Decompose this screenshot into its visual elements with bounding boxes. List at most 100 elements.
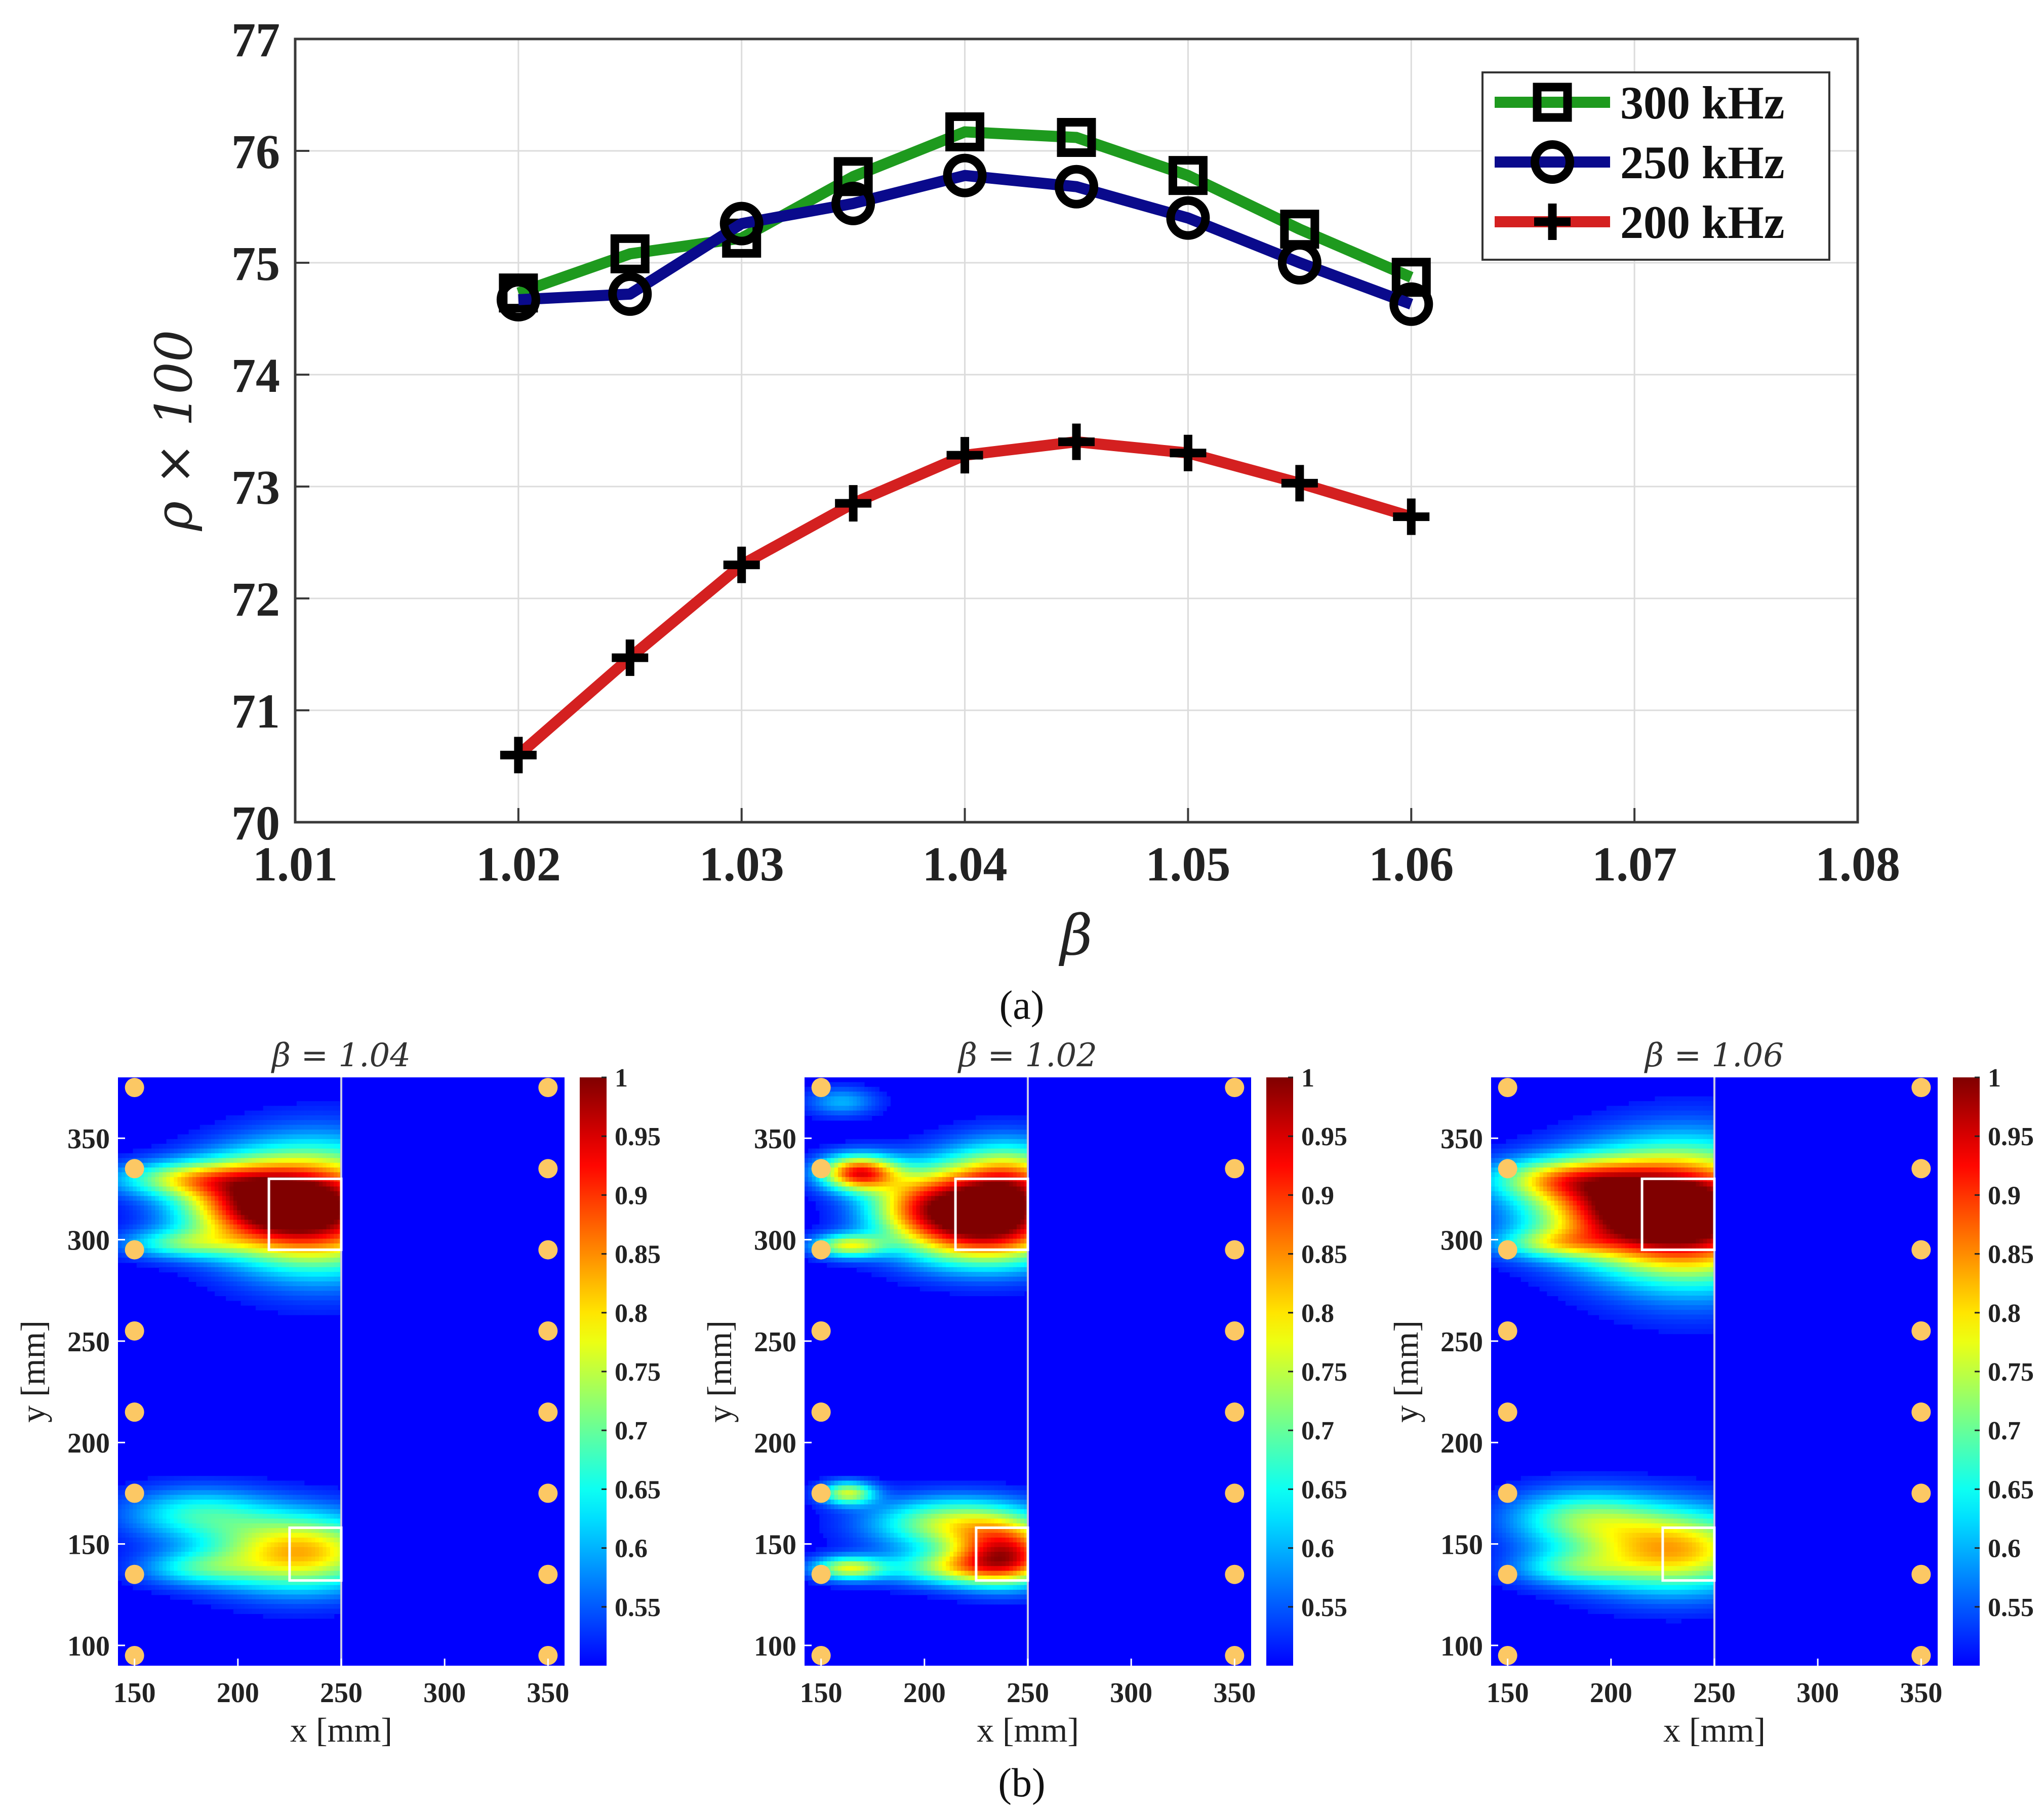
heatmap-cell — [226, 1248, 230, 1254]
heatmap-cell — [304, 1130, 308, 1135]
heatmap-cell — [177, 1566, 182, 1572]
heatmap-cell — [293, 1305, 297, 1311]
heatmap-cell — [241, 1538, 245, 1543]
heatmap-cell — [181, 1571, 186, 1576]
heatmap-cell — [871, 1547, 876, 1553]
heatmap-cell — [856, 1200, 861, 1206]
heatmap-cell — [856, 1234, 861, 1239]
heatmap-cell — [229, 1566, 234, 1572]
heatmap-cell — [827, 1542, 831, 1548]
heatmap-cell — [211, 1248, 216, 1254]
heatmap-cell — [812, 1504, 816, 1510]
heatmap-cell — [300, 1576, 305, 1581]
heatmap-cell — [282, 1310, 286, 1315]
heatmap-cell — [274, 1205, 278, 1211]
heatmap-cell — [174, 1139, 178, 1145]
heatmap-cell — [841, 1167, 846, 1173]
heatmap-cell — [192, 1134, 197, 1140]
heatmap-cell — [192, 1267, 197, 1273]
heatmap-cell — [307, 1528, 312, 1534]
heatmap-cell — [177, 1561, 182, 1567]
heatmap-cell — [819, 1476, 824, 1481]
heatmap-cell — [289, 1542, 294, 1548]
heatmap-cell — [155, 1523, 159, 1529]
heatmap-cell — [330, 1281, 335, 1287]
heatmap-cell — [860, 1167, 865, 1173]
heatmap-cell — [211, 1533, 216, 1538]
heatmap-cell — [192, 1153, 197, 1159]
heatmap-cell — [196, 1599, 201, 1605]
heatmap-cell — [267, 1509, 271, 1515]
heatmap-cell — [237, 1291, 242, 1297]
heatmap-cell — [300, 1604, 305, 1609]
heatmap-cell — [830, 1528, 835, 1534]
heatmap-cell — [151, 1182, 156, 1187]
heatmap-cell — [805, 1110, 809, 1116]
heatmap-cell — [140, 1523, 145, 1529]
heatmap-cell — [860, 1504, 865, 1510]
heatmap-cell — [334, 1528, 338, 1534]
heatmap-cell — [218, 1200, 223, 1206]
heatmap-cell — [248, 1518, 253, 1524]
heatmap-cell — [199, 1124, 204, 1131]
heatmap-cell — [226, 1220, 230, 1225]
heatmap-cell — [860, 1234, 865, 1239]
heatmap-cell — [244, 1500, 249, 1505]
heatmap-cell — [252, 1580, 256, 1586]
heatmap-cell — [296, 1552, 301, 1557]
heatmap-cell — [248, 1533, 253, 1538]
heatmap-cell — [841, 1547, 846, 1553]
heatmap-cell — [125, 1509, 130, 1515]
heatmap-cell — [845, 1552, 850, 1557]
heatmap-cell — [155, 1167, 159, 1173]
heatmap-cell — [278, 1552, 283, 1557]
heatmap-cell — [188, 1518, 193, 1524]
heatmap-cell — [326, 1167, 331, 1173]
heatmap-cell — [163, 1148, 167, 1154]
heatmap-cell — [808, 1485, 813, 1491]
heatmap-cell — [296, 1500, 301, 1505]
heatmap-cell — [252, 1552, 256, 1557]
heatmap-cell — [296, 1167, 301, 1173]
heatmap-cell — [263, 1134, 267, 1140]
heatmap-cell — [274, 1552, 278, 1557]
heatmap-cell — [222, 1158, 227, 1163]
heatmap-cell — [166, 1262, 171, 1268]
heatmap-cell — [289, 1110, 294, 1116]
heatmap-cell — [285, 1134, 290, 1140]
heatmap-cell — [233, 1281, 238, 1287]
heatmap-cell — [185, 1533, 189, 1538]
heatmap-cell — [158, 1509, 164, 1515]
heatmap-cell — [830, 1096, 835, 1102]
heatmap-cell — [805, 1248, 809, 1254]
heatmap-cell — [834, 1200, 839, 1206]
heatmap-cell — [136, 1205, 141, 1211]
heatmap-cell — [207, 1167, 212, 1173]
heatmap-cell — [285, 1253, 290, 1259]
heatmap-cell — [864, 1177, 868, 1183]
heatmap-cell — [199, 1200, 204, 1206]
heatmap-cell — [282, 1253, 286, 1259]
heatmap-cell — [296, 1134, 301, 1140]
heatmap-cell — [860, 1238, 865, 1244]
heatmap-cell — [211, 1500, 216, 1505]
heatmap-cell — [816, 1547, 820, 1553]
heatmap-cell — [326, 1262, 331, 1268]
heatmap-cell — [204, 1556, 208, 1562]
heatmap-cell — [864, 1542, 868, 1548]
heatmap-cell — [337, 1262, 342, 1268]
heatmap-cell — [871, 1504, 876, 1510]
heatmap-cell — [812, 1196, 816, 1201]
heatmap-cell — [334, 1229, 338, 1235]
heatmap-cell — [259, 1556, 264, 1562]
transducer-dot — [538, 1564, 558, 1584]
heatmap-cell — [849, 1504, 854, 1510]
heatmap-cell — [174, 1200, 178, 1206]
heatmap-cell — [318, 1608, 324, 1614]
heatmap-cell — [285, 1262, 290, 1268]
heatmap-cell — [226, 1296, 230, 1301]
heatmap-cell — [192, 1585, 197, 1591]
heatmap-cell — [252, 1509, 256, 1515]
heatmap-cell — [147, 1571, 152, 1576]
heatmap-cell — [285, 1291, 290, 1297]
